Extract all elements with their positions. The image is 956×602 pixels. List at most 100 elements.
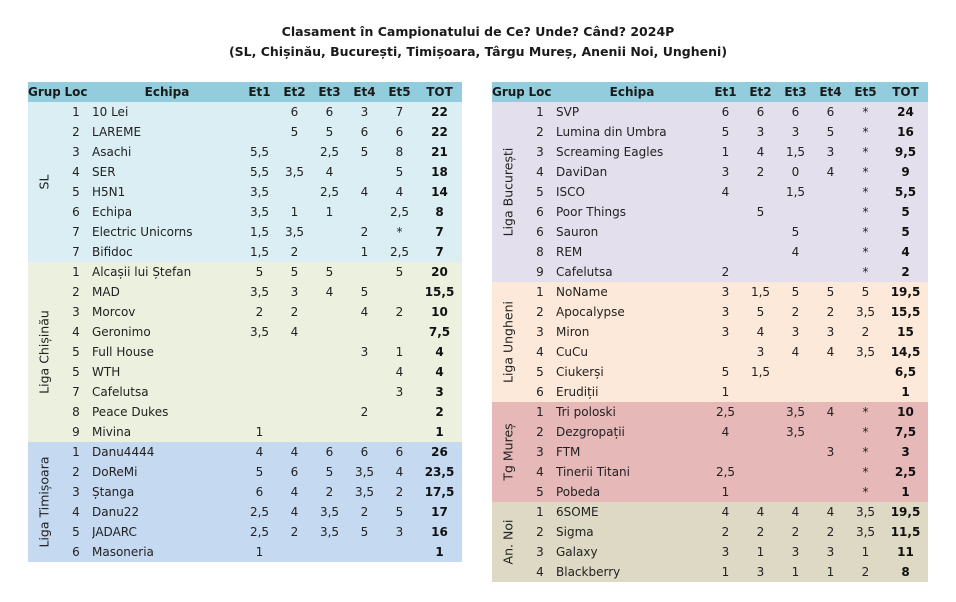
total-cell: 7 [435, 245, 444, 259]
header-et1: Et1 [242, 82, 277, 102]
team-name-cell: Tri poloski [556, 405, 616, 419]
total-cell: 10 [431, 305, 448, 319]
table-row: 6 Sauron 5 * 5 [492, 222, 928, 242]
et3-cell: 2 [325, 485, 334, 499]
total-cell: 18 [431, 165, 448, 179]
et2-cell: 1 [290, 205, 299, 219]
table-row: 4 Tinerii Titani 2,5 * 2,5 [492, 462, 928, 482]
et3-cell: 3,5 [785, 405, 806, 419]
table-row: 2 Dezgropații 4 3,5 * 7,5 [492, 422, 928, 442]
et4-cell: 2 [826, 525, 835, 539]
et5-cell [382, 322, 417, 342]
loc-cell: 4 [72, 505, 80, 519]
et4-cell [813, 262, 848, 282]
table-row: An. Noi 1 6SOME 4 4 4 4 3,5 19,5 [492, 502, 928, 564]
team-name-cell: FTM [556, 445, 581, 459]
total-cell: 7,5 [428, 325, 451, 339]
et2-cell: 5 [290, 125, 299, 139]
table-row: 4 DaviDan 3 2 0 4 * 9 [492, 162, 928, 182]
total-cell: 10 [897, 405, 914, 419]
header-et2: Et2 [743, 82, 778, 102]
et3-cell: 2,5 [319, 145, 340, 159]
team-name-cell: REM [556, 245, 583, 259]
table-row: 6 Masoneria 1 1 [28, 542, 462, 562]
et2-cell [743, 222, 778, 242]
et2-cell [277, 402, 312, 422]
et3-cell [312, 402, 347, 422]
et2-cell: 3,5 [284, 165, 305, 179]
team-name-cell: H5N1 [92, 185, 126, 199]
table-row: 3 FTM 3 * 3 [492, 442, 928, 462]
et2-cell: 5 [756, 205, 765, 219]
loc-cell: 1 [72, 265, 80, 279]
et4-cell: 6 [360, 125, 369, 139]
loc-cell: 4 [536, 565, 544, 579]
table-row: 7 Electric Unicorns 1,5 3,5 2 * 7 [28, 222, 462, 242]
et5-cell: * [862, 165, 869, 179]
et1-cell [708, 242, 743, 262]
et2-cell: 4 [290, 505, 299, 519]
loc-cell: 2 [536, 125, 544, 139]
loc-cell: 1 [72, 445, 80, 459]
et4-cell: 6 [826, 105, 835, 119]
loc-cell: 1 [72, 105, 80, 119]
group-label: Liga Timișoara [36, 456, 52, 548]
loc-cell: 1 [536, 505, 544, 519]
table-row: 5 WTH 4 4 [28, 362, 462, 382]
et4-cell [813, 382, 848, 402]
et5-cell: * [862, 225, 869, 239]
et5-cell: * [862, 245, 869, 259]
team-name-cell: Ștanga [92, 485, 135, 499]
et3-cell [312, 382, 347, 402]
loc-cell: 6 [72, 545, 80, 559]
et1-cell: 5 [255, 465, 264, 479]
et3-cell [312, 222, 347, 242]
et2-cell: 6 [756, 105, 765, 119]
et5-cell: * [862, 145, 869, 159]
team-name-cell: Danu22 [92, 505, 140, 519]
team-name-cell: Erudiții [556, 385, 599, 399]
header-echipa: Echipa [556, 82, 708, 102]
et3-cell [312, 342, 347, 362]
et3-cell: 3 [791, 325, 800, 339]
et2-cell: 4 [756, 505, 765, 519]
et1-cell: 3 [721, 545, 730, 559]
total-cell: 11 [897, 545, 914, 559]
et2-cell: 4 [290, 325, 299, 339]
et2-cell [743, 462, 778, 482]
total-cell: 5 [901, 225, 910, 239]
et2-cell: 2 [290, 245, 299, 259]
et2-cell: 6 [290, 465, 299, 479]
team-name-cell: Sigma [556, 525, 594, 539]
group-cell: Liga Chișinău [28, 262, 60, 442]
et5-cell: * [862, 445, 869, 459]
loc-cell: 9 [536, 265, 544, 279]
total-cell: 20 [431, 265, 448, 279]
table-row: 3 Morcov 2 2 4 2 10 [28, 302, 462, 322]
et5-cell: 4 [395, 365, 404, 379]
team-name-cell: Galaxy [556, 545, 598, 559]
et1-cell: 4 [255, 445, 264, 459]
et1-cell: 3,5 [249, 205, 270, 219]
header-grup: Grup [28, 82, 60, 102]
loc-cell: 3 [72, 145, 80, 159]
et2-cell: 2 [756, 525, 765, 539]
et2-cell [277, 542, 312, 562]
et2-cell [277, 362, 312, 382]
table-row: SL 1 10 Lei 6 6 3 7 22 [28, 102, 462, 189]
table-row: 8 REM 4 * 4 [492, 242, 928, 262]
table-row: 9 Cafelutsa 2 * 2 [492, 262, 928, 282]
et3-cell [778, 362, 813, 382]
loc-cell: 3 [536, 325, 544, 339]
table-row: 2 Apocalypse 3 5 2 2 3,5 15,5 [492, 302, 928, 322]
table-row: 6 Erudiții 1 1 [492, 382, 928, 402]
loc-cell: 9 [72, 425, 80, 439]
table-row: 6 Poor Things 5 * 5 [492, 202, 928, 222]
et5-cell: 3,5 [855, 345, 876, 359]
et5-cell [848, 362, 883, 382]
loc-cell: 4 [72, 325, 80, 339]
et2-cell: 2 [290, 525, 299, 539]
group-label: Liga Ungheni [500, 300, 516, 384]
et3-cell: 5 [791, 285, 800, 299]
loc-cell: 3 [72, 485, 80, 499]
